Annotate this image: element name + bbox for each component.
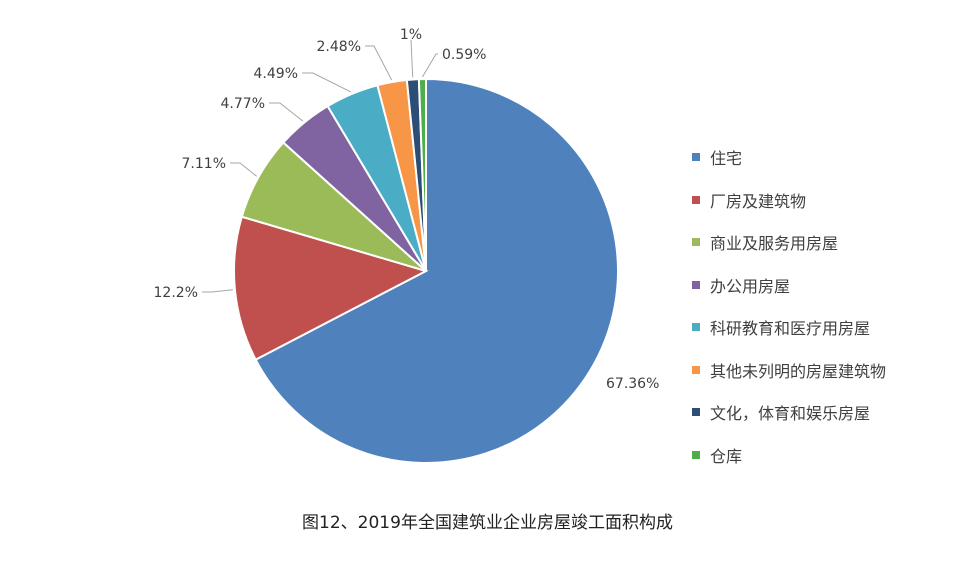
- legend-label: 科研教育和医疗用房屋: [710, 319, 871, 339]
- leader-lines: [202, 39, 438, 293]
- leader-line: [421, 53, 438, 78]
- legend-label: 商业及服务用房屋: [710, 234, 839, 254]
- legend-label: 住宅: [710, 149, 743, 169]
- legend-label: 其他未列明的房屋建筑物: [710, 361, 887, 381]
- legend-item: 文化，体育和娱乐房屋: [692, 391, 886, 434]
- pie-slice: [254, 77, 619, 464]
- data-label: 7.11%: [182, 156, 226, 172]
- legend-label: 仓库: [710, 446, 743, 466]
- leader-line: [202, 289, 233, 293]
- legend-item: 仓库: [692, 434, 886, 477]
- legend-item: 厂房及建筑物: [692, 179, 886, 222]
- legend: 住宅厂房及建筑物商业及服务用房屋 办公用房屋科研教育和医疗用房屋 其他未列明的房屋建…: [692, 136, 886, 476]
- data-label: 67.36%: [606, 376, 659, 392]
- leader-line: [410, 39, 414, 78]
- chart-caption: 图12、2019年全国建筑业企业房屋竣工面积构成: [302, 513, 673, 533]
- legend-item: 商业及服务用房屋: [692, 221, 886, 264]
- data-label: 12.2%: [154, 285, 198, 301]
- data-label: 4.49%: [254, 66, 298, 82]
- legend-swatch: [692, 323, 700, 332]
- legend-item: 其他未列明的房屋建筑物: [692, 349, 886, 392]
- legend-swatch: [692, 195, 700, 204]
- pie-slice: [417, 77, 427, 272]
- data-label: 2.48%: [317, 39, 361, 55]
- legend-item: 科研教育和医疗用房屋: [692, 306, 886, 349]
- leader-line: [230, 162, 257, 177]
- pie-slices: [233, 77, 619, 464]
- data-label: 1%: [400, 27, 422, 43]
- leader-line: [269, 102, 304, 122]
- data-label: 4.77%: [221, 96, 265, 112]
- legend-item: 办公用房屋: [692, 264, 886, 307]
- legend-swatch: [692, 450, 700, 459]
- legend-swatch: [692, 153, 700, 162]
- legend-swatch: [692, 280, 700, 289]
- legend-label: 办公用房屋: [710, 276, 791, 296]
- data-label: 0.59%: [442, 47, 486, 63]
- data-labels: 67.36% 12.2% 7.11% 4.77% 4.49% 2.48% 1% 0.59%: [154, 27, 660, 392]
- legend-label: 厂房及建筑物: [710, 191, 807, 211]
- legend-swatch: [692, 365, 700, 374]
- leader-line: [302, 72, 352, 93]
- legend-swatch: [692, 408, 700, 417]
- legend-label: 文化，体育和娱乐房屋: [710, 404, 871, 424]
- legend-swatch: [692, 238, 700, 247]
- leader-line: [365, 45, 393, 81]
- legend-item: 住宅: [692, 136, 886, 179]
- pie-slice: [233, 215, 429, 362]
